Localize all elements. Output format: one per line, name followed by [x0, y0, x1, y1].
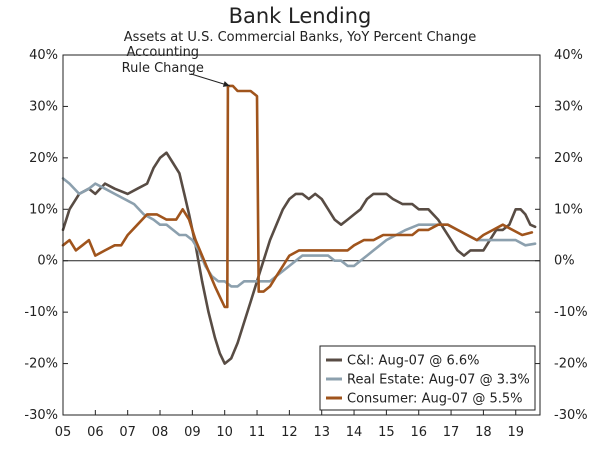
x-tick-label: 09 [184, 425, 201, 440]
x-tick-label: 08 [152, 425, 169, 440]
x-tick-label: 13 [313, 425, 330, 440]
y-tick-label-left: 0% [37, 254, 58, 269]
legend-label-1: C&I: Aug-07 @ 6.6% [347, 354, 479, 369]
x-tick-label: 14 [346, 425, 363, 440]
legend-label-2: Real Estate: Aug-07 @ 3.3% [347, 373, 530, 388]
y-tick-label-right: 0% [554, 254, 575, 269]
y-tick-label-left: 40% [29, 48, 58, 63]
y-tick-label-right: 10% [554, 202, 583, 217]
y-tick-label-right: -20% [554, 357, 588, 372]
series-group [61, 84, 537, 365]
annotation-arrow-line [190, 73, 230, 87]
x-tick-label: 06 [87, 425, 104, 440]
x-tick-label: 07 [119, 425, 136, 440]
y-tick-label-left: 30% [29, 99, 58, 114]
chart-subtitle: Assets at U.S. Commercial Banks, YoY Per… [123, 30, 477, 45]
x-tick-label: 16 [410, 425, 427, 440]
y-tick-label-left: 10% [29, 202, 58, 217]
x-tick-label: 10 [216, 425, 233, 440]
y-tick-label-right: 30% [554, 99, 583, 114]
legend-label-3: Consumer: Aug-07 @ 5.5% [347, 392, 522, 407]
y-tick-label-left: -10% [24, 305, 58, 320]
y-tick-label-right: -10% [554, 305, 588, 320]
x-tick-label: 15 [378, 425, 395, 440]
y-axis-right: -30% -20% -10% 0% 10% 20% 30% 40% [535, 48, 588, 423]
y-tick-label-left: -20% [24, 357, 58, 372]
annotation-arrowhead [222, 81, 230, 87]
x-axis: 05 06 07 08 09 10 11 12 13 14 15 16 17 18 19 [55, 410, 524, 440]
x-tick-label: 17 [443, 425, 460, 440]
x-tick-label: 18 [475, 425, 492, 440]
legend: C&I: Aug-07 @ 6.6% Real Estate: Aug-07 @ … [319, 345, 536, 411]
y-tick-label-left: -30% [24, 408, 58, 423]
y-tick-label-left: 20% [29, 151, 58, 166]
x-tick-label: 11 [249, 425, 266, 440]
y-tick-label-right: -30% [554, 408, 588, 423]
plot-frame-group [62, 54, 541, 416]
chart-title: Bank Lending [228, 4, 372, 28]
annotation-text-line: Rule Change [122, 61, 204, 76]
y-tick-label-right: 40% [554, 48, 583, 63]
y-axis-left: -30% -20% -10% 0% 10% 20% 30% 40% [24, 48, 68, 423]
plot-frame [62, 54, 541, 416]
series-line-1 [61, 151, 537, 365]
x-tick-label: 19 [507, 425, 524, 440]
legend-box [319, 345, 536, 411]
x-tick-label: 12 [281, 425, 298, 440]
x-tick-label: 05 [55, 425, 72, 440]
annotation-text-line: Accounting [126, 45, 199, 60]
series-line-3 [61, 84, 534, 309]
y-tick-label-right: 20% [554, 151, 583, 166]
